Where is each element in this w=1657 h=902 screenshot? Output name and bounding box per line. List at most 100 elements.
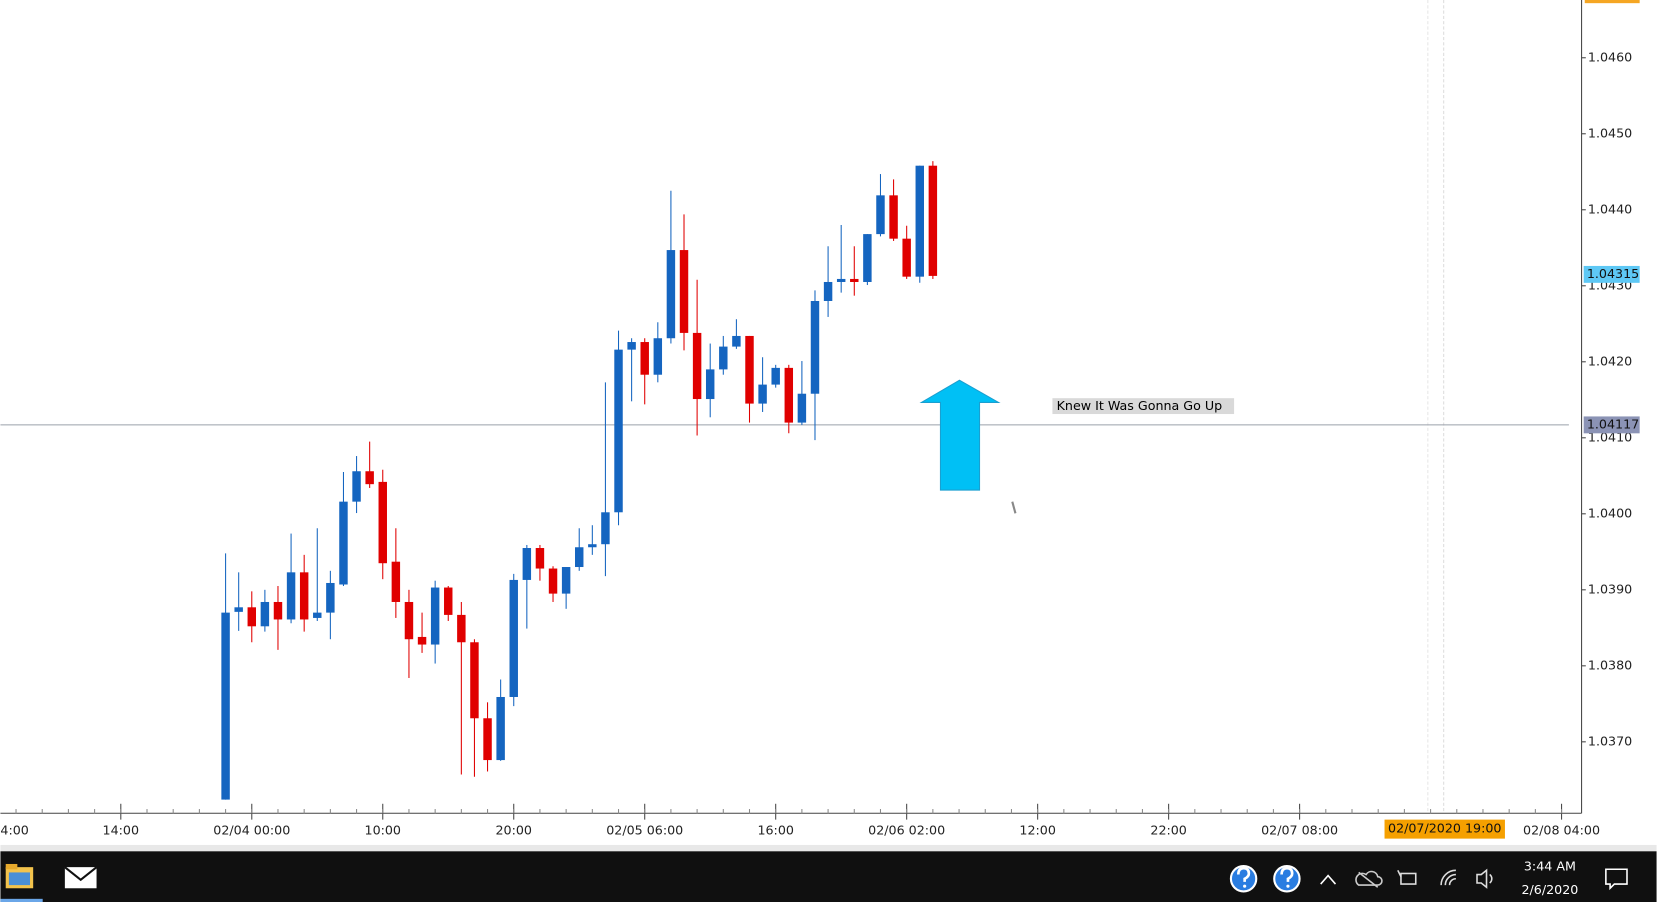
candle — [679, 214, 689, 351]
x-tick-label: 02/04 00:00 — [213, 823, 290, 838]
candle — [535, 544, 545, 581]
candle — [627, 338, 636, 402]
candle-body — [391, 561, 401, 602]
candle-body — [850, 278, 859, 282]
candle-body — [561, 567, 571, 594]
candle — [509, 573, 518, 707]
candle — [771, 364, 780, 388]
candle — [352, 456, 361, 514]
candle — [850, 246, 859, 296]
mail-icon[interactable] — [64, 866, 98, 889]
candle — [417, 612, 427, 653]
candle-body — [836, 278, 846, 282]
candle — [902, 225, 911, 279]
crosshair-label: 02/07/2020 19:00 — [1388, 821, 1501, 836]
volume-icon[interactable] — [1476, 868, 1493, 889]
candle-body — [797, 393, 807, 423]
candle — [313, 528, 322, 621]
folder-icon[interactable] — [5, 863, 34, 889]
orange-marker — [1584, 0, 1640, 4]
candle — [496, 679, 505, 761]
last-price-label: 1.04315 — [1587, 266, 1639, 281]
candle — [653, 322, 663, 383]
candle — [575, 528, 584, 571]
clock-time[interactable]: 3:44 AM — [1524, 859, 1576, 874]
candle-body — [745, 335, 754, 404]
annotation-box[interactable] — [1052, 398, 1235, 415]
candle-body — [444, 587, 453, 615]
tray-chevron[interactable] — [1320, 874, 1337, 885]
candle-body — [378, 481, 387, 564]
y-tick-label: 1.0390 — [1588, 581, 1632, 596]
onedrive-icon[interactable] — [1355, 870, 1383, 888]
up-arrow[interactable] — [919, 379, 1001, 491]
candle-body — [260, 601, 270, 627]
candle-body — [234, 607, 243, 612]
taskbar — [0, 851, 1657, 902]
candle — [784, 364, 794, 434]
x-tick-label: 10:00 — [365, 823, 401, 838]
candle-body — [470, 642, 479, 719]
x-tick-label: 22:00 — [1150, 823, 1186, 838]
candle-body — [247, 607, 257, 627]
candle-body — [705, 369, 715, 400]
cursor-mark — [1011, 501, 1017, 514]
candle — [326, 570, 335, 640]
candle — [823, 246, 833, 317]
y-tick-label: 1.0460 — [1588, 49, 1632, 64]
candle — [470, 639, 479, 777]
candle — [745, 335, 754, 423]
candle — [810, 290, 820, 441]
x-tick-label: 02/06 02:00 — [868, 823, 945, 838]
candle-body — [692, 332, 702, 400]
candle-body — [810, 300, 820, 394]
plot-area — [0, 0, 1569, 814]
wifi-icon[interactable] — [1440, 869, 1457, 886]
x-tick-label: 02/05 06:00 — [606, 823, 683, 838]
help-icon[interactable] — [1273, 865, 1301, 893]
x-tick-label: 16:00 — [757, 823, 793, 838]
annotation-text: Knew It Was Gonna Go Up — [1057, 398, 1223, 413]
y-tick-label: 1.0450 — [1588, 125, 1632, 140]
candle-body — [509, 579, 518, 697]
candle-body — [915, 165, 924, 277]
y-tick-label: 1.0380 — [1588, 657, 1632, 672]
candle — [614, 330, 623, 526]
candle-body — [889, 195, 898, 239]
candle — [836, 224, 846, 293]
candle-body — [575, 547, 584, 568]
candle — [286, 533, 296, 624]
candle — [522, 544, 532, 629]
x-tick-label: 14:00 — [103, 823, 139, 838]
help-icon[interactable] — [1229, 865, 1258, 893]
candle-body — [863, 234, 872, 282]
candle-body — [640, 342, 649, 375]
battery-icon[interactable] — [1397, 869, 1417, 885]
y-tick-label: 1.0370 — [1588, 733, 1632, 748]
candle-body — [732, 335, 741, 347]
candle — [483, 702, 492, 772]
candle-body — [627, 342, 636, 350]
clock-date[interactable]: 2/6/2020 — [1521, 882, 1578, 897]
candle — [876, 174, 885, 237]
candle-body — [313, 612, 322, 618]
candle-body — [588, 544, 597, 548]
notification-icon[interactable] — [1605, 868, 1628, 891]
candle-body — [483, 718, 492, 761]
candle — [797, 361, 807, 425]
x-tick-label: 20:00 — [495, 823, 531, 838]
candle-body — [614, 349, 623, 513]
scroll-strip — [0, 844, 1657, 852]
candle-body — [286, 572, 296, 620]
candle-body — [496, 696, 505, 761]
candle — [457, 601, 466, 775]
candle — [758, 357, 767, 412]
candle-body — [535, 548, 545, 569]
y-tick-label: 1.0400 — [1588, 505, 1632, 520]
candle-body — [299, 572, 309, 620]
candle — [444, 586, 453, 621]
candle — [588, 525, 597, 555]
candle — [915, 165, 924, 283]
